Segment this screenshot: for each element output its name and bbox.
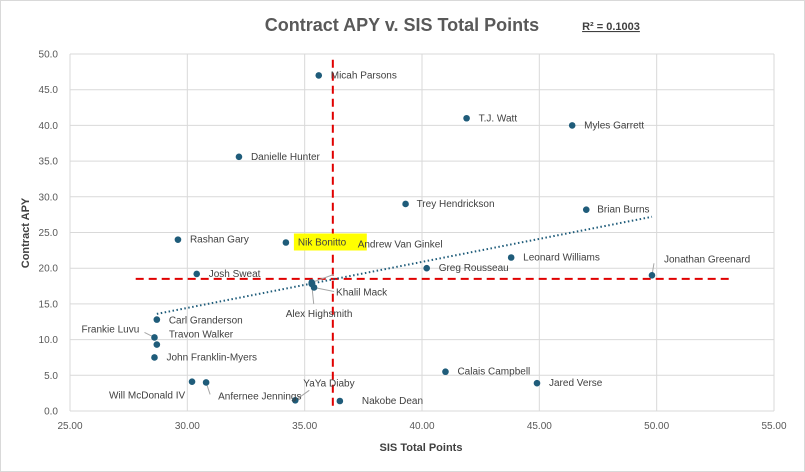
data-point-jared-verse [533,379,541,387]
point-label-t-j-watt: T.J. Watt [479,113,518,124]
point-label-danielle-hunter: Danielle Hunter [251,152,321,163]
data-point-rashan-gary [174,236,182,243]
y-tick-label: 30.0 [39,192,59,203]
y-tick-label: 35.0 [39,157,59,168]
y-axis-title: Contract APY [20,197,32,268]
data-point-t-j-watt [463,114,470,122]
y-tick-label: 0.0 [44,407,58,418]
y-tick-label: 25.0 [39,228,59,239]
data-point-calais-campbell [442,368,449,376]
point-label-myles-garrett: Myles Garrett [584,120,644,131]
data-point-jonathan-greenard [648,272,656,279]
leader-line-khalil-mack [313,286,335,292]
data-point-john-franklin-myers [151,354,158,361]
chart-title: Contract APY v. SIS Total Points [265,15,539,35]
point-label-micah-parsons: Micah Parsons [331,70,397,81]
point-label-nakobe-dean: Nakobe Dean [362,396,423,407]
point-label-carl-granderson: Carl Granderson [169,316,243,327]
x-tick-label: 30.00 [175,421,200,432]
axis-ticks: 0.0 5.0 10.0 15.0 20.0 25.0 30.0 35.0 40.0 45.0 50… [39,50,787,433]
point-label-frankie-luvu: Frankie Luvu [81,324,139,335]
x-tick-label: 40.00 [409,421,434,432]
reference-lines [135,59,732,406]
data-point-micah-parsons [315,72,323,79]
data-point-nik-bonitto [282,239,290,246]
trendline [156,215,653,315]
y-tick-label: 5.0 [44,371,58,382]
data-point-leonard-williams [507,254,515,261]
x-tick-label: 25.00 [57,421,82,432]
data-point-greg-rousseau [423,264,430,272]
data-points [151,72,656,405]
data-point-travon-walker [153,341,161,348]
data-point-brian-burns [582,206,590,213]
point-labels: Micah Parsons T.J. Watt Myles Garrett Danie… [81,70,750,407]
data-point-trey-hendrickson [402,200,409,208]
point-label-nik-bonitto: Nik Bonitto [298,237,347,248]
point-label-will-mcdonald-iv: Will McDonald IV [109,391,185,402]
point-label-leonard-williams: Leonard Williams [523,252,600,263]
data-point-nakobe-dean [336,397,344,405]
point-label-yaya-diaby: YaYa Diaby [303,378,354,389]
x-tick-label: 50.00 [644,421,669,432]
r-squared-annotation: R² = 0.1003 [582,21,640,33]
x-tick-label: 35.00 [292,421,317,432]
point-label-brian-burns: Brian Burns [597,205,649,216]
data-point-frankie-luvu [151,334,158,341]
y-tick-label: 45.0 [39,85,59,96]
point-label-josh-sweat: Josh Sweat [209,269,261,280]
y-tick-label: 40.0 [39,121,59,132]
data-point-carl-granderson [153,316,161,323]
point-label-anfernee-jennings: Anfernee Jennings [218,391,301,402]
data-point-anfernee-jennings [202,379,210,386]
leader-line-andrew-van-ginkel [311,274,334,283]
x-axis-title: SIS Total Points [380,442,463,454]
data-point-josh-sweat [193,270,201,278]
linear-trendline [156,215,653,315]
point-label-alex-highsmith: Alex Highsmith [286,309,353,320]
point-label-khalil-mack: Khalil Mack [336,287,388,298]
data-point-yaya-diaby [291,396,299,404]
point-label-andrew-van-ginkel: Andrew Van Ginkel [358,239,443,250]
point-label-calais-campbell: Calais Campbell [457,367,530,378]
x-tick-label: 55.00 [761,421,786,432]
x-tick-label: 45.00 [527,421,552,432]
data-point-myles-garrett [568,122,576,129]
y-tick-label: 20.0 [39,264,59,275]
data-point-alex-highsmith [308,280,316,288]
data-point-will-mcdonald-iv [188,378,196,386]
point-label-jared-verse: Jared Verse [549,378,603,389]
highlight-box-nik-bonitto [293,233,367,251]
point-label-travon-walker: Travon Walker [169,330,234,341]
y-tick-label: 10.0 [39,335,59,346]
point-label-trey-hendrickson: Trey Hendrickson [417,199,495,210]
y-tick-label: 15.0 [39,299,59,310]
gridlines [69,53,775,412]
point-label-john-franklin-myers: John Franklin-Myers [166,352,257,363]
y-tick-label: 50.0 [39,50,59,61]
point-label-rashan-gary: Rashan Gary [190,235,249,246]
data-point-danielle-hunter [235,153,243,161]
point-label-jonathan-greenard: Jonathan Greenard [664,254,750,265]
point-label-greg-rousseau: Greg Rousseau [439,263,509,274]
